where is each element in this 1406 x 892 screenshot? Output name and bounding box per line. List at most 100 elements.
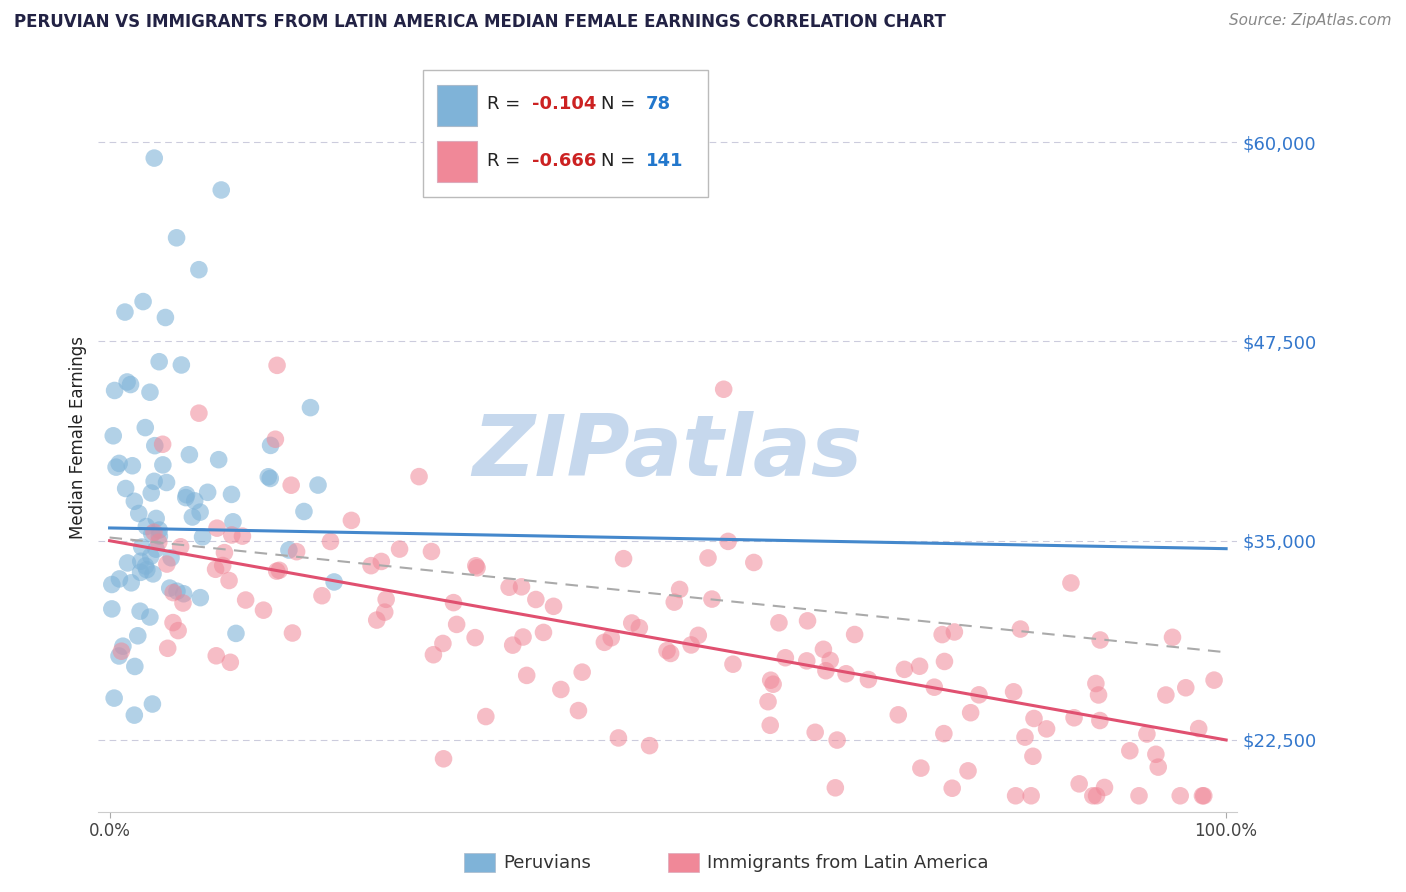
- Point: [1022, 749, 1045, 764]
- Text: N =: N =: [600, 153, 641, 170]
- Point: [181, 510, 204, 524]
- Point: [135, 563, 157, 577]
- Point: [628, 621, 651, 635]
- Point: [638, 739, 661, 753]
- Point: [1069, 777, 1091, 791]
- Point: [340, 513, 363, 527]
- Point: [1002, 685, 1025, 699]
- Point: [887, 707, 910, 722]
- Point: [208, 452, 231, 467]
- Point: [152, 437, 174, 451]
- Point: [700, 592, 723, 607]
- Text: ZIPatlas: ZIPatlas: [472, 410, 863, 493]
- Point: [143, 439, 166, 453]
- Text: -0.666: -0.666: [533, 153, 596, 170]
- Text: 78: 78: [647, 95, 671, 112]
- Point: [1191, 789, 1213, 803]
- Y-axis label: Median Female Earnings: Median Female Earnings: [69, 335, 87, 539]
- Point: [420, 544, 443, 558]
- Point: [148, 355, 170, 369]
- Point: [252, 603, 274, 617]
- Point: [498, 580, 520, 594]
- Point: [214, 546, 236, 560]
- Point: [814, 664, 837, 678]
- Point: [114, 482, 136, 496]
- FancyBboxPatch shape: [437, 85, 477, 126]
- Text: Source: ZipAtlas.com: Source: ZipAtlas.com: [1229, 13, 1392, 29]
- Point: [257, 469, 280, 483]
- Point: [464, 558, 486, 573]
- Point: [101, 577, 124, 591]
- Point: [543, 599, 565, 614]
- FancyBboxPatch shape: [437, 141, 477, 182]
- Point: [159, 581, 181, 595]
- Point: [1202, 673, 1225, 687]
- Point: [285, 544, 308, 558]
- Point: [121, 458, 143, 473]
- Point: [1119, 744, 1142, 758]
- Point: [221, 528, 243, 542]
- Point: [366, 613, 388, 627]
- Point: [139, 549, 162, 564]
- Point: [281, 626, 304, 640]
- Point: [1087, 688, 1109, 702]
- Point: [148, 523, 170, 537]
- Point: [183, 493, 205, 508]
- Point: [1010, 622, 1032, 636]
- Point: [160, 550, 183, 565]
- Point: [170, 358, 193, 372]
- Point: [697, 550, 720, 565]
- Point: [516, 668, 538, 682]
- Point: [191, 530, 214, 544]
- Point: [370, 554, 392, 568]
- Point: [319, 534, 342, 549]
- Point: [1161, 630, 1184, 644]
- Point: [613, 551, 636, 566]
- Point: [593, 635, 616, 649]
- Point: [1063, 711, 1085, 725]
- Point: [120, 575, 142, 590]
- Point: [446, 617, 468, 632]
- Point: [1085, 789, 1108, 803]
- Point: [510, 580, 533, 594]
- Point: [129, 554, 152, 568]
- Point: [762, 677, 785, 691]
- Point: [259, 471, 281, 485]
- Point: [1136, 727, 1159, 741]
- Point: [374, 605, 396, 619]
- Point: [110, 644, 132, 658]
- Point: [607, 731, 630, 745]
- Point: [187, 406, 209, 420]
- Point: [759, 718, 782, 732]
- Point: [910, 761, 932, 775]
- Point: [908, 659, 931, 673]
- Point: [162, 615, 184, 630]
- Point: [155, 310, 177, 325]
- Point: [512, 630, 534, 644]
- Point: [311, 589, 333, 603]
- Point: [796, 654, 818, 668]
- Point: [1035, 722, 1057, 736]
- Point: [204, 562, 226, 576]
- Point: [143, 475, 166, 489]
- Point: [804, 725, 827, 739]
- Point: [934, 655, 956, 669]
- Point: [103, 429, 125, 443]
- Point: [932, 726, 955, 740]
- Point: [128, 507, 150, 521]
- Point: [145, 511, 167, 525]
- Point: [108, 457, 131, 471]
- Point: [141, 527, 163, 541]
- Point: [188, 591, 211, 605]
- Point: [173, 587, 195, 601]
- Point: [129, 566, 152, 580]
- Point: [259, 438, 281, 452]
- Point: [533, 625, 555, 640]
- Point: [1128, 789, 1150, 803]
- Point: [1060, 576, 1083, 591]
- Point: [129, 604, 152, 618]
- Point: [292, 504, 315, 518]
- Point: [1022, 711, 1045, 725]
- Point: [225, 626, 247, 640]
- Text: N =: N =: [600, 95, 641, 112]
